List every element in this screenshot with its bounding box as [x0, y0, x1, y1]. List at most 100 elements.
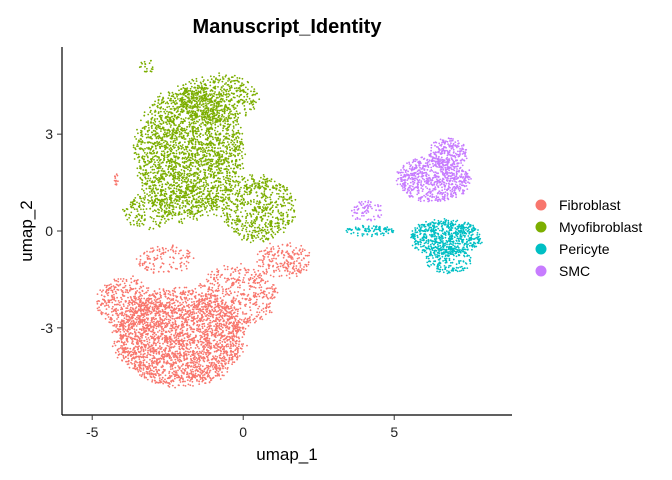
- data-point: [230, 344, 233, 346]
- data-point: [161, 262, 164, 264]
- data-point: [147, 124, 150, 126]
- data-point: [223, 295, 225, 298]
- data-point: [150, 247, 152, 250]
- data-point: [127, 350, 130, 353]
- data-point: [235, 298, 238, 300]
- data-point: [174, 339, 177, 342]
- data-point: [139, 285, 142, 288]
- data-point: [207, 328, 210, 331]
- data-point: [152, 250, 154, 253]
- data-point: [286, 250, 289, 253]
- data-point: [256, 253, 259, 256]
- data-point: [230, 284, 233, 287]
- data-point: [149, 322, 152, 324]
- data-point: [225, 322, 228, 324]
- series-myofibroblast: [122, 59, 297, 244]
- data-point: [232, 345, 235, 347]
- data-point: [133, 328, 136, 331]
- data-point: [123, 324, 125, 327]
- data-point: [220, 332, 223, 334]
- data-point: [174, 202, 177, 205]
- data-point: [229, 290, 232, 293]
- data-point: [173, 341, 176, 344]
- data-point: [121, 323, 123, 325]
- data-point: [178, 313, 181, 316]
- data-point: [182, 254, 185, 257]
- data-point: [216, 294, 219, 297]
- data-point: [280, 262, 283, 265]
- data-point: [208, 173, 210, 175]
- data-point: [187, 294, 189, 296]
- data-point: [162, 322, 164, 325]
- data-point: [179, 125, 181, 128]
- data-point: [190, 313, 193, 316]
- data-point: [277, 249, 280, 252]
- data-point: [170, 124, 172, 127]
- data-point: [221, 371, 223, 374]
- data-point: [191, 213, 194, 215]
- data-point: [210, 334, 213, 337]
- data-point: [295, 272, 298, 275]
- data-point: [159, 348, 162, 350]
- data-point: [182, 377, 184, 380]
- data-point: [238, 272, 241, 275]
- data-point: [190, 293, 193, 296]
- data-point: [208, 121, 210, 124]
- data-point: [120, 308, 122, 311]
- data-point: [217, 287, 220, 290]
- data-point: [139, 340, 142, 343]
- data-point: [153, 370, 155, 373]
- data-point: [173, 318, 176, 320]
- data-point: [222, 139, 225, 142]
- data-point: [225, 337, 228, 340]
- data-point: [183, 351, 185, 354]
- data-point: [266, 251, 269, 254]
- data-point: [190, 207, 193, 210]
- data-point: [171, 312, 174, 315]
- data-point: [135, 360, 137, 363]
- data-point: [114, 290, 117, 293]
- data-point: [128, 290, 131, 292]
- data-point: [126, 330, 129, 333]
- data-point: [131, 342, 133, 345]
- data-point: [203, 186, 206, 189]
- data-point: [146, 321, 149, 324]
- data-point: [258, 286, 261, 289]
- data-point: [188, 303, 190, 306]
- data-point: [185, 286, 188, 289]
- data-point: [140, 313, 143, 316]
- data-point: [215, 320, 217, 323]
- data-point: [122, 314, 125, 317]
- data-point: [159, 300, 162, 302]
- data-point: [130, 306, 132, 309]
- data-point: [168, 356, 171, 359]
- data-point: [184, 256, 187, 259]
- data-point: [207, 290, 210, 293]
- data-point: [227, 339, 229, 341]
- data-point: [214, 280, 217, 283]
- data-point: [205, 315, 208, 317]
- data-point: [210, 276, 212, 279]
- data-point: [226, 292, 229, 295]
- data-point: [231, 361, 234, 363]
- data-point: [147, 287, 150, 289]
- data-point: [147, 133, 150, 136]
- data-point: [201, 377, 204, 380]
- data-point: [134, 331, 136, 334]
- data-point: [174, 311, 177, 313]
- data-point: [289, 262, 292, 264]
- data-point: [172, 322, 174, 324]
- data-point: [177, 326, 179, 329]
- series-fibroblast: [96, 173, 311, 389]
- data-point: [168, 306, 171, 309]
- data-point: [220, 305, 223, 308]
- data-point: [198, 380, 200, 383]
- data-point: [225, 301, 227, 304]
- data-point: [220, 325, 223, 327]
- data-point: [188, 348, 191, 351]
- data-point: [152, 336, 155, 339]
- data-point: [145, 321, 148, 323]
- data-point: [153, 103, 156, 106]
- data-point: [206, 366, 208, 369]
- data-point: [216, 318, 219, 321]
